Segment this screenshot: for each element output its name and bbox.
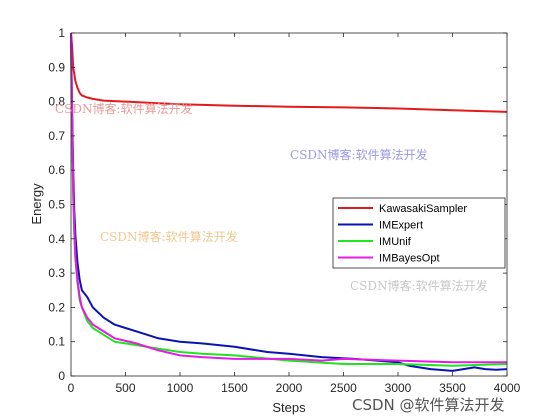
x-tick-label: 1000 — [167, 381, 194, 395]
y-tick-label: 0.6 — [48, 163, 65, 177]
y-tick-label: 0.2 — [48, 300, 65, 314]
x-tick-label: 500 — [115, 381, 135, 395]
y-tick-label: 0.9 — [48, 60, 65, 74]
legend-label-imunif: IMUnif — [379, 236, 412, 248]
csdn-corner-watermark: CSDN @软件算法开发 — [352, 396, 505, 414]
legend-box — [332, 197, 506, 269]
x-tick-label: 3000 — [385, 381, 412, 395]
series-layer — [70, 32, 508, 372]
tick-label-layer: 0 500 1000 1500 2000 2500 3000 3500 4000 0 0.1 0.2 0… — [48, 26, 520, 395]
y-tick-label: 0.5 — [48, 198, 65, 212]
x-tick-label: 3500 — [439, 381, 466, 395]
watermark-1: CSDN博客:软件算法开发 — [55, 101, 193, 116]
x-tick-label: 1500 — [221, 381, 248, 395]
legend-label-imbayesopt: IMBayesOpt — [379, 253, 440, 265]
legend-label-kawasakisampler: KawasakiSampler — [379, 203, 467, 215]
y-tick-label: 0 — [58, 369, 65, 383]
y-tick-label: 0.8 — [48, 95, 65, 109]
series-line-imbayesopt — [70, 32, 507, 364]
watermark-3: CSDN博客:软件算法开发 — [100, 229, 238, 244]
y-tick-label: 0.3 — [48, 266, 65, 280]
y-tick-label: 1 — [58, 26, 65, 40]
y-tick-label: 0.1 — [48, 335, 65, 349]
series-line-imexpert — [70, 32, 508, 372]
x-axis-title: Steps — [272, 400, 306, 415]
y-tick-label: 0.4 — [48, 232, 65, 246]
x-tick-label: 4000 — [494, 381, 521, 395]
series-line-kawasakisampler — [70, 32, 508, 113]
watermark-2: CSDN博客:软件算法开发 — [290, 147, 428, 162]
x-tick-label: 2000 — [276, 381, 303, 395]
y-axis-title: Energy — [29, 183, 44, 225]
watermark-4: CSDN博客:软件算法开发 — [350, 278, 488, 293]
x-tick-label: 2500 — [330, 381, 357, 395]
legend-label-imexpert: IMExpert — [379, 220, 423, 232]
x-tick-label: 0 — [68, 381, 75, 395]
legend: KawasakiSampler IMExpert IMUnif IMBayesOpt — [332, 197, 506, 269]
y-tick-label: 0.7 — [48, 129, 65, 143]
